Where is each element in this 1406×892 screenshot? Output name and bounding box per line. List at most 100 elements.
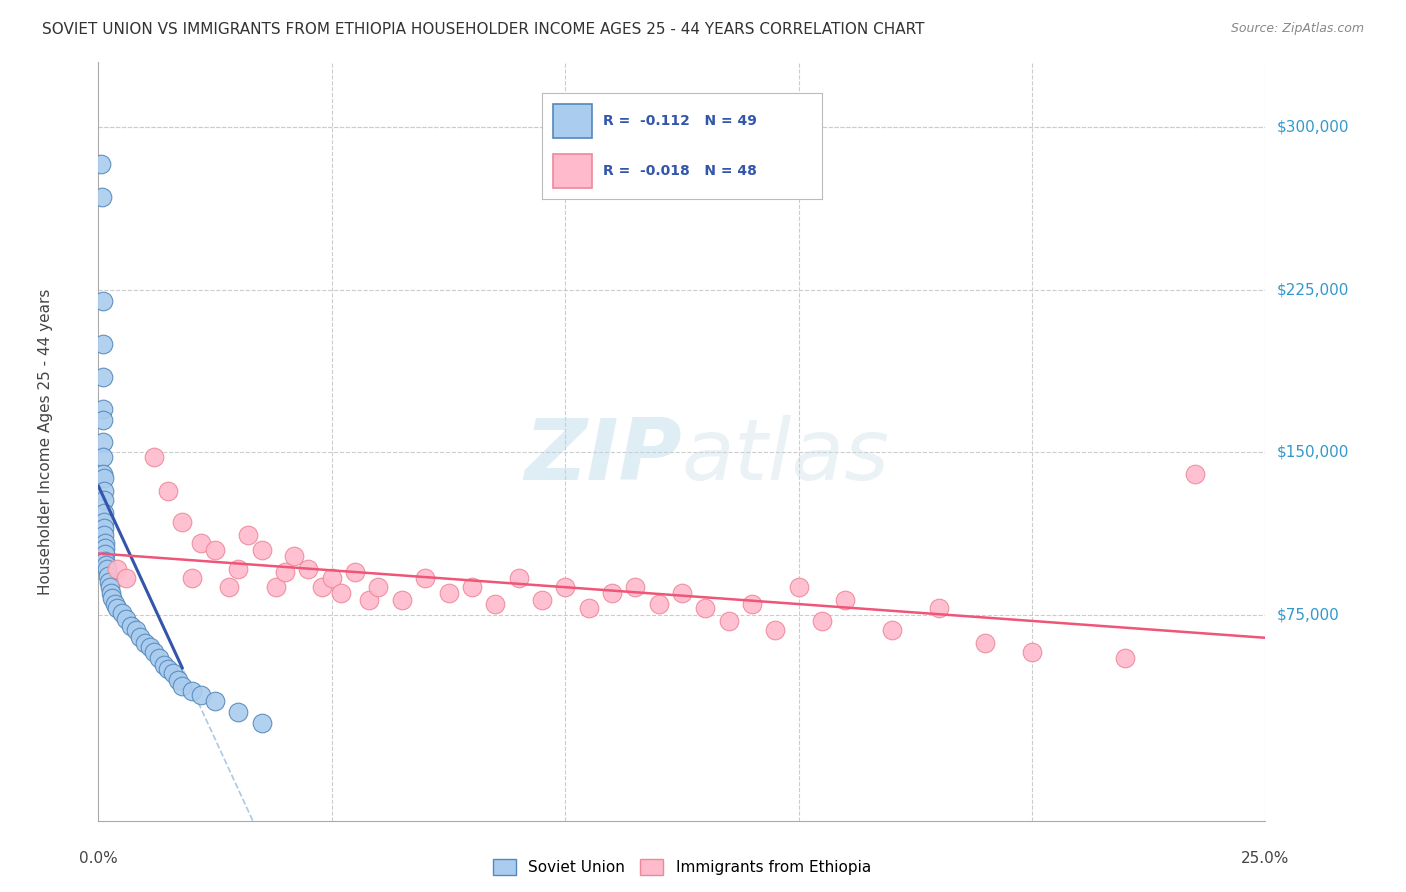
Point: [172, 679, 194, 693]
Point: [484, 597, 506, 611]
Point: [91, 434, 114, 449]
Point: [218, 580, 240, 594]
Text: $150,000: $150,000: [1277, 445, 1348, 460]
Point: [204, 542, 226, 557]
Point: [94, 541, 117, 555]
Text: $300,000: $300,000: [1277, 120, 1348, 135]
Point: [554, 580, 576, 594]
Point: [787, 580, 810, 594]
Text: ZIP: ZIP: [524, 415, 682, 499]
Point: [157, 484, 180, 499]
Point: [763, 623, 786, 637]
Point: [321, 571, 343, 585]
Text: 25.0%: 25.0%: [1241, 851, 1289, 866]
Point: [180, 571, 202, 585]
Point: [93, 471, 115, 485]
Point: [152, 657, 174, 672]
Point: [93, 527, 115, 541]
Point: [148, 651, 170, 665]
Text: 0.0%: 0.0%: [79, 851, 118, 866]
Point: [129, 630, 152, 644]
Point: [172, 515, 194, 529]
Point: [647, 597, 669, 611]
Point: [367, 580, 389, 594]
Point: [91, 413, 114, 427]
Point: [811, 615, 834, 629]
Point: [111, 606, 134, 620]
Point: [264, 580, 287, 594]
Point: [228, 562, 250, 576]
Point: [91, 467, 114, 481]
Point: [600, 586, 623, 600]
Point: [91, 293, 114, 308]
Point: [93, 484, 115, 499]
Point: [236, 527, 259, 541]
Point: [1114, 651, 1136, 665]
Text: Source: ZipAtlas.com: Source: ZipAtlas.com: [1230, 22, 1364, 36]
Point: [834, 592, 856, 607]
Point: [1021, 645, 1043, 659]
Point: [139, 640, 162, 655]
Point: [94, 554, 117, 568]
Text: $75,000: $75,000: [1277, 607, 1340, 623]
Point: [530, 592, 553, 607]
Point: [157, 662, 180, 676]
Point: [143, 645, 166, 659]
Legend: Soviet Union, Immigrants from Ethiopia: Soviet Union, Immigrants from Ethiopia: [486, 853, 877, 881]
Point: [250, 716, 273, 731]
Point: [115, 612, 138, 626]
Point: [162, 666, 184, 681]
Point: [1184, 467, 1206, 481]
Point: [94, 558, 117, 572]
Point: [190, 536, 212, 550]
Text: SOVIET UNION VS IMMIGRANTS FROM ETHIOPIA HOUSEHOLDER INCOME AGES 25 - 44 YEARS C: SOVIET UNION VS IMMIGRANTS FROM ETHIOPIA…: [42, 22, 925, 37]
Point: [115, 571, 138, 585]
Point: [297, 562, 319, 576]
Point: [166, 673, 188, 687]
Point: [695, 601, 717, 615]
Point: [508, 571, 530, 585]
Point: [880, 623, 903, 637]
Point: [228, 706, 250, 720]
Text: atlas: atlas: [682, 415, 890, 499]
Point: [578, 601, 600, 615]
Point: [250, 542, 273, 557]
Text: Householder Income Ages 25 - 44 years: Householder Income Ages 25 - 44 years: [38, 288, 53, 595]
Text: $225,000: $225,000: [1277, 283, 1348, 297]
Point: [624, 580, 647, 594]
Point: [359, 592, 381, 607]
Point: [93, 515, 115, 529]
Point: [344, 565, 367, 579]
Point: [283, 549, 305, 564]
Point: [311, 580, 333, 594]
Point: [741, 597, 763, 611]
Point: [143, 450, 166, 464]
Point: [437, 586, 460, 600]
Point: [93, 506, 115, 520]
Point: [91, 450, 114, 464]
Point: [91, 190, 114, 204]
Point: [330, 586, 353, 600]
Point: [134, 636, 156, 650]
Point: [671, 586, 693, 600]
Point: [104, 597, 127, 611]
Point: [105, 601, 128, 615]
Point: [91, 337, 114, 351]
Point: [717, 615, 740, 629]
Point: [97, 569, 120, 583]
Point: [180, 683, 202, 698]
Point: [928, 601, 950, 615]
Point: [90, 157, 112, 171]
Point: [94, 536, 117, 550]
Point: [93, 521, 115, 535]
Point: [93, 493, 115, 508]
Point: [100, 586, 122, 600]
Point: [105, 562, 128, 576]
Point: [204, 694, 226, 708]
Point: [94, 547, 117, 561]
Point: [190, 688, 212, 702]
Point: [98, 580, 121, 594]
Point: [974, 636, 997, 650]
Point: [91, 369, 114, 384]
Point: [101, 591, 124, 605]
